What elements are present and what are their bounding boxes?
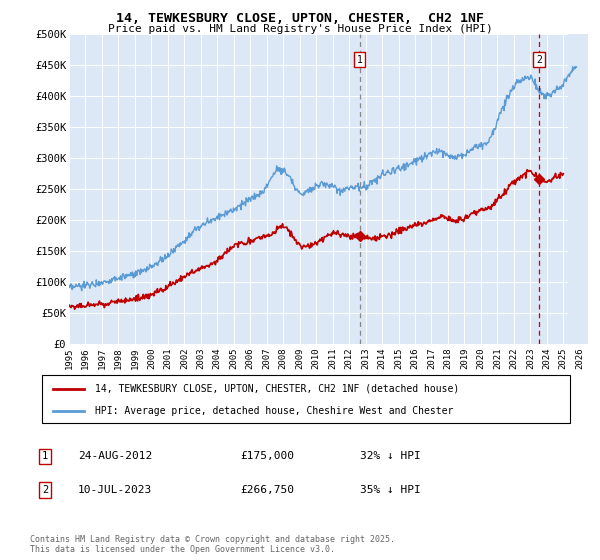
- Text: 14, TEWKESBURY CLOSE, UPTON, CHESTER,  CH2 1NF: 14, TEWKESBURY CLOSE, UPTON, CHESTER, CH…: [116, 12, 484, 25]
- Text: £266,750: £266,750: [240, 485, 294, 495]
- Text: Price paid vs. HM Land Registry's House Price Index (HPI): Price paid vs. HM Land Registry's House …: [107, 24, 493, 34]
- Text: HPI: Average price, detached house, Cheshire West and Chester: HPI: Average price, detached house, Ches…: [95, 406, 453, 416]
- Text: 1: 1: [42, 451, 48, 461]
- Text: 10-JUL-2023: 10-JUL-2023: [78, 485, 152, 495]
- Text: 2: 2: [536, 55, 542, 65]
- FancyBboxPatch shape: [42, 375, 570, 423]
- Text: 24-AUG-2012: 24-AUG-2012: [78, 451, 152, 461]
- Text: 32% ↓ HPI: 32% ↓ HPI: [360, 451, 421, 461]
- Bar: [568, 34, 590, 344]
- Text: £175,000: £175,000: [240, 451, 294, 461]
- Text: 1: 1: [357, 55, 363, 65]
- Text: 35% ↓ HPI: 35% ↓ HPI: [360, 485, 421, 495]
- Text: 2: 2: [42, 485, 48, 495]
- Text: 14, TEWKESBURY CLOSE, UPTON, CHESTER, CH2 1NF (detached house): 14, TEWKESBURY CLOSE, UPTON, CHESTER, CH…: [95, 384, 459, 394]
- Text: Contains HM Land Registry data © Crown copyright and database right 2025.
This d: Contains HM Land Registry data © Crown c…: [30, 535, 395, 554]
